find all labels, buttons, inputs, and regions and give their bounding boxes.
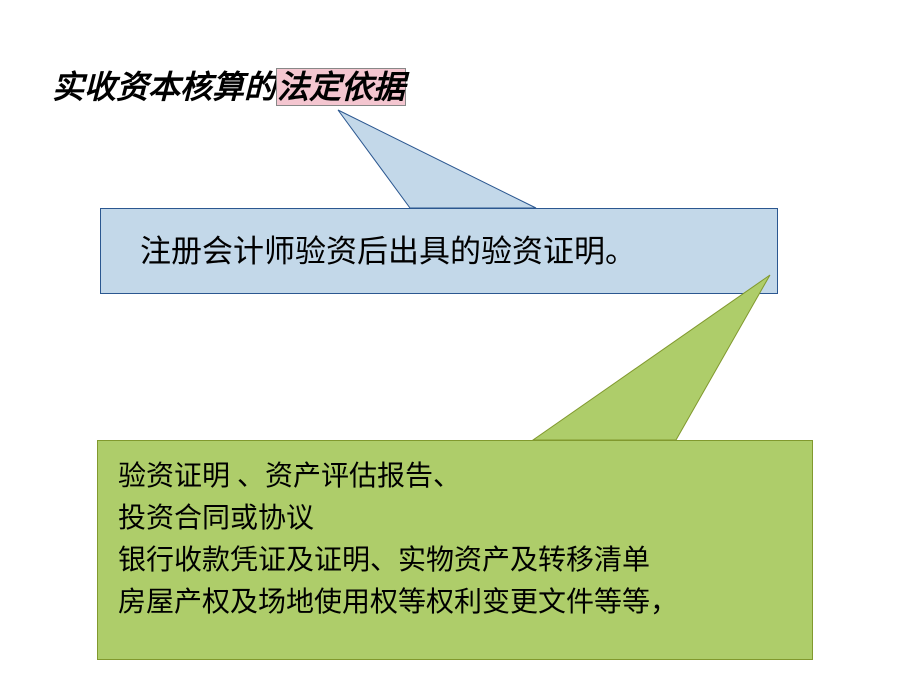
lower-callout-tail-shape — [533, 275, 770, 440]
page-title: 实收资本核算的法定依据 — [52, 62, 406, 108]
upper-callout-text: 注册会计师验资后出具的验资证明。 — [140, 226, 636, 271]
title-plain: 实收资本核算的 — [52, 69, 276, 105]
title-highlight: 法定依据 — [276, 68, 406, 106]
lower-callout-text: 验资证明 、资产评估报告、 投资合同或协议 银行收款凭证及证明、实物资产及转移清… — [118, 456, 678, 624]
